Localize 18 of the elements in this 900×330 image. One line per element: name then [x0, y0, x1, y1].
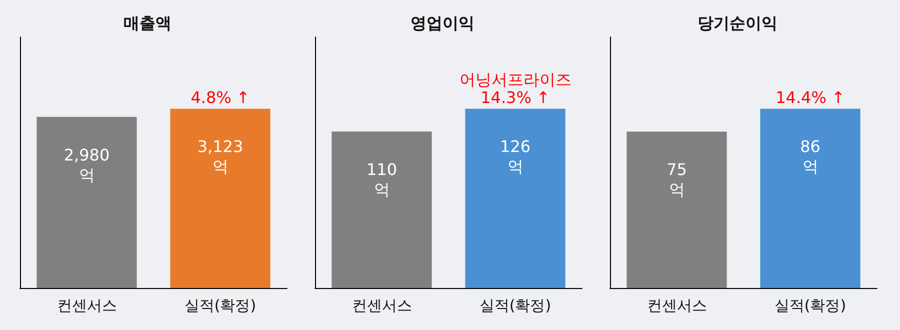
x-tick-label: 실적(확정) [774, 296, 846, 314]
chart-title: 당기순이익 [698, 14, 778, 32]
data-label: 75 억 [666, 160, 687, 200]
data-label: 3,123 억 [197, 137, 244, 176]
data-label: 110 억 [366, 160, 398, 199]
chart-title: 영업이익 [410, 14, 474, 32]
annotation: 4.8% ↑ [190, 88, 250, 108]
annotation: 어닝서프라이즈 14.3% ↑ [459, 70, 572, 108]
data-label: 86 억 [800, 137, 820, 176]
data-label: 2,980 억 [64, 145, 110, 184]
x-tick-label: 실적(확정) [479, 296, 552, 314]
x-tick-label: 컨센서스 [352, 296, 412, 314]
x-tick-label: 실적(확정) [184, 296, 256, 314]
chart-title: 매출액 [124, 14, 172, 32]
x-tick-label: 컨센서스 [646, 296, 707, 314]
annotation: 14.4% ↑ [776, 88, 845, 108]
x-tick-label: 컨센서스 [56, 296, 117, 314]
data-label: 126 억 [500, 137, 531, 176]
